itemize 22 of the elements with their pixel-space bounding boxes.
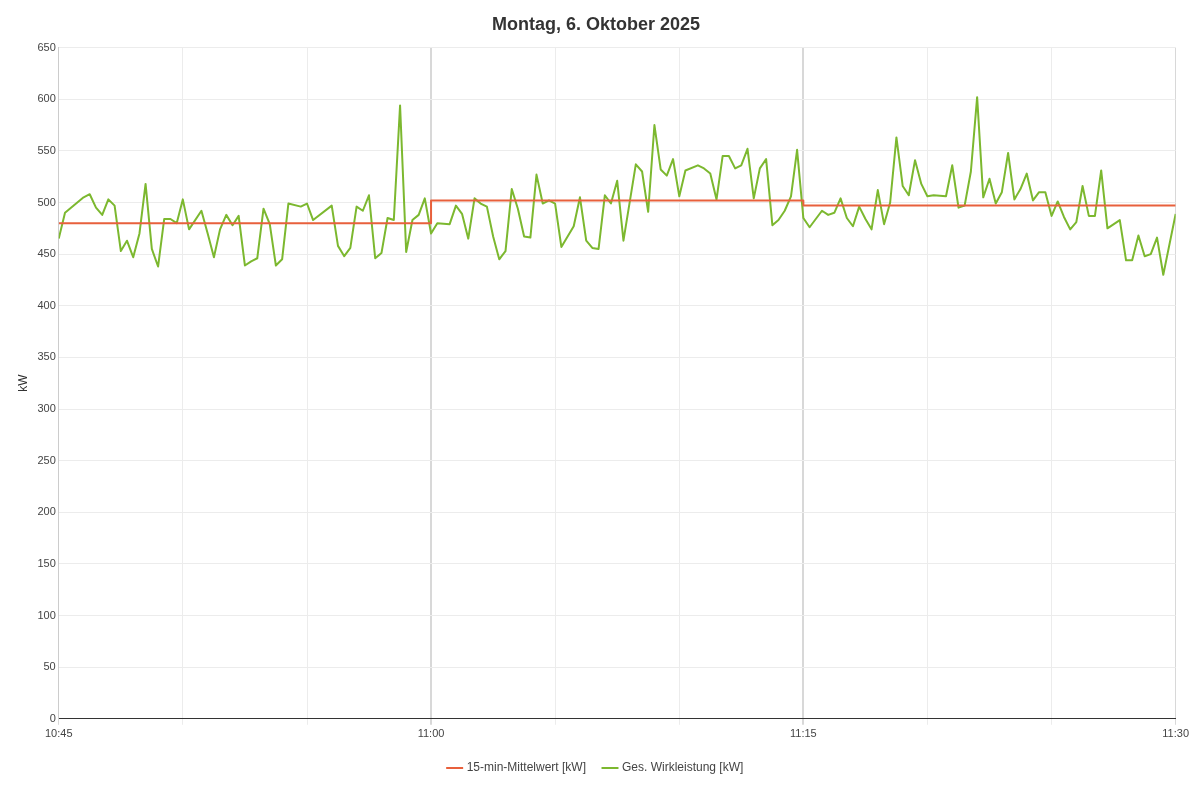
- y-tick-label: 150: [37, 556, 56, 569]
- y-tick-label: 500: [37, 195, 56, 208]
- legend-label: Ges. Wirkleistung [kW]: [622, 760, 744, 775]
- y-tick-label: 200: [37, 505, 56, 518]
- legend-label: 15-min-Mittelwert [kW]: [466, 760, 586, 775]
- x-tick-label: 11:00: [417, 727, 445, 740]
- y-tick-label: 650: [37, 40, 56, 53]
- x-tick-label: 11:30: [1162, 727, 1189, 740]
- y-tick-label: 550: [37, 143, 56, 156]
- y-tick-label: 0: [49, 711, 56, 724]
- x-tick-label: 11:15: [789, 727, 817, 740]
- y-tick-label: 450: [37, 247, 56, 260]
- y-tick-label: 350: [37, 350, 56, 363]
- y-tick-label: 100: [37, 608, 56, 621]
- y-axis-title: kW: [15, 373, 30, 392]
- y-tick-label: 50: [43, 660, 56, 673]
- y-tick-label: 300: [37, 402, 56, 415]
- y-tick-label: 250: [37, 453, 56, 466]
- y-tick-label: 400: [37, 298, 56, 311]
- y-tick-label: 600: [37, 92, 56, 105]
- x-tick-label: 10:45: [44, 727, 73, 740]
- chart-title: Montag, 6. Oktober 2025: [491, 13, 701, 34]
